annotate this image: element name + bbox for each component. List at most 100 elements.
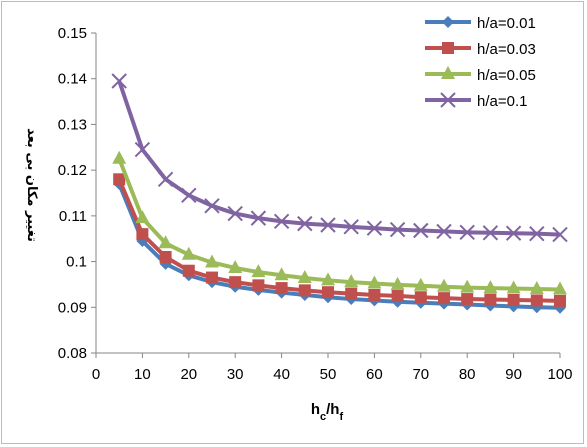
data-point [366,220,383,236]
data-point [252,279,265,292]
data-point [273,213,290,230]
data-point [134,141,151,158]
data-point [389,221,406,238]
data-point [321,272,335,286]
data-point [158,235,173,249]
legend-marker [440,92,456,108]
legend: h/a=0.01 h/a=0.03 h/a=0.05 h/a=0.1 [425,15,536,110]
legend-marker [442,16,454,28]
x-tick-label: 60 [366,366,383,383]
y-tick-label: 0.14 [58,71,87,88]
legend-item: h/a=0.01 [425,15,536,32]
x-tick-label: 80 [459,366,476,383]
data-point [159,251,172,263]
legend-item: h/a=0.05 [425,66,536,84]
data-point [553,281,567,295]
y-tick-label: 0.13 [58,116,87,133]
y-tick-label: 0.09 [58,299,87,316]
data-point [552,226,568,243]
data-point [204,198,220,214]
legend-label: h/a=0.05 [477,67,536,84]
data-point [136,228,149,241]
legend-item: h/a=0.03 [425,41,536,58]
data-point [483,280,498,294]
data-point [436,223,452,240]
data-point [206,271,218,284]
data-point [413,277,428,291]
data-point [529,225,545,242]
y-tick-label: 0.12 [58,162,87,179]
data-point [229,276,242,289]
data-point [414,291,427,304]
data-point [530,294,543,307]
data-point [227,205,243,222]
data-point [251,264,266,278]
data-point [459,224,475,241]
y-tick-label: 0.15 [58,25,87,42]
x-axis-title: hc/hf [311,401,344,423]
data-point [484,293,497,306]
data-point [367,275,382,289]
y-axis-title: تغییر مکان بی بعد [24,128,39,242]
series-3 [112,150,567,295]
legend-item: h/a=0.1 [425,92,527,110]
data-point [228,259,243,273]
data-point [113,173,126,186]
data-point [391,289,404,302]
data-point [111,73,127,89]
legend-label: h/a=0.03 [477,41,536,58]
data-point [297,270,312,284]
data-point [344,274,359,288]
series-2 [113,173,566,307]
data-point [413,222,429,239]
data-point [322,286,334,299]
data-point [343,219,359,235]
data-point [181,246,196,260]
y-tick-label: 0.11 [59,208,87,225]
data-point [250,210,267,226]
x-tick-label: 100 [547,366,572,383]
x-tick-label: 70 [412,366,429,383]
series-line [117,80,561,237]
data-point [112,150,127,164]
axes: 0.08 0.09 0.1 0.11 0.12 0.13 0.14 0.15 0 10 20 30 40… [58,25,573,383]
x-tick-label: 50 [320,366,337,383]
data-point [390,276,405,290]
data-point [182,264,195,277]
data-point [437,278,451,292]
legend-marker [441,66,455,79]
data-point [181,187,197,203]
data-point [297,215,313,232]
legend-label: h/a=0.01 [477,15,536,32]
data-point [345,287,358,300]
y-tick-label: 0.1 [66,254,87,271]
x-tick-label: 30 [227,366,244,383]
x-tick-label: 40 [273,366,290,383]
series-layer [111,73,568,314]
series-4 [111,73,568,243]
legend-label: h/a=0.1 [477,93,527,110]
data-point [275,282,288,295]
x-tick-label: 10 [134,366,151,383]
data-point [368,288,381,301]
data-point [157,171,174,187]
x-tick-label: 90 [505,366,522,383]
data-point [298,284,311,297]
data-point [461,293,474,306]
data-point [205,254,219,268]
legend-marker [442,42,454,54]
x-tick-label: 0 [92,366,100,383]
data-point [505,225,522,241]
x-tick-label: 20 [180,366,197,383]
data-point [460,279,475,293]
data-point [529,281,544,294]
data-point [482,225,499,241]
y-tick-label: 0.08 [58,345,87,362]
data-point [320,217,336,233]
data-point [506,280,521,294]
data-point [274,267,289,281]
data-point [507,293,520,306]
data-point [135,210,150,224]
data-point [438,292,450,305]
